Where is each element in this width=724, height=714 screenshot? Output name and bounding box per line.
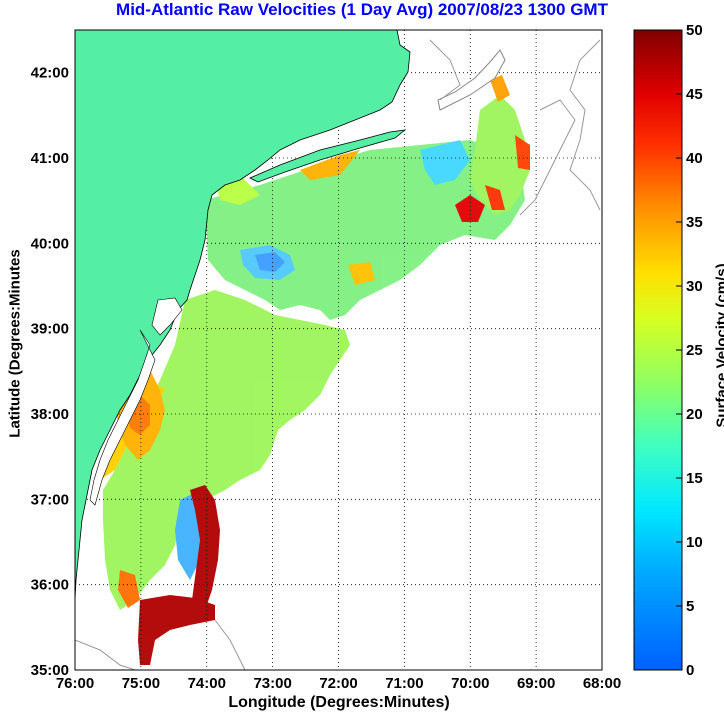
colorbar-tick-label: 20 — [686, 406, 703, 423]
cape-cod — [437, 49, 506, 111]
y-tick-label: 36:00 — [31, 577, 69, 594]
x-tick-label: 70:00 — [451, 675, 489, 692]
colorbar-tick-label: 30 — [686, 278, 703, 295]
y-tick-label: 41:00 — [31, 150, 69, 167]
land-mass — [75, 30, 411, 601]
colorbar-tick-label: 10 — [686, 534, 703, 551]
x-axis-label: Longitude (Degrees:Minutes) — [228, 694, 450, 711]
map-frame — [74, 29, 603, 671]
colorbar-tick-label: 0 — [686, 662, 694, 679]
x-tick-label: 74:00 — [188, 675, 226, 692]
x-tick-label: 72:00 — [319, 675, 357, 692]
y-tick-label: 39:00 — [31, 321, 69, 338]
colorbar-tick-label: 25 — [686, 342, 703, 359]
colorbar-tick-label: 15 — [686, 470, 703, 487]
x-tick-label: 71:00 — [385, 675, 423, 692]
y-tick-label: 38:00 — [31, 406, 69, 423]
colorbar-tick-label: 50 — [686, 22, 703, 39]
x-tick-label: 76:00 — [56, 675, 94, 692]
colorbar-tick-label: 5 — [686, 598, 694, 615]
delaware-bay — [151, 297, 183, 336]
velocity-field — [100, 75, 530, 665]
x-tick-label: 68:00 — [583, 675, 621, 692]
chesapeake-bay — [89, 329, 156, 506]
x-tick-label: 75:00 — [122, 675, 160, 692]
x-tick-label: 73:00 — [253, 675, 291, 692]
colorbar-ticks: 0 5 10 15 20 25 30 35 40 45 50 — [676, 22, 703, 679]
x-ticks: 76:00 75:00 74:00 73:00 72:00 71:00 70:00 69:00… — [56, 675, 621, 692]
x-tick-label: 69:00 — [517, 675, 555, 692]
colorbar — [633, 29, 683, 671]
colorbar-tick-label: 45 — [686, 86, 703, 103]
bathymetry-contours — [75, 39, 601, 670]
y-tick-label: 42:00 — [31, 65, 69, 82]
y-ticks: 42:00 41:00 40:00 39:00 38:00 37:00 36:00 35:00 — [31, 65, 69, 679]
long-island — [249, 129, 407, 183]
colorbar-tick-label: 40 — [686, 150, 703, 167]
y-tick-label: 37:00 — [31, 491, 69, 508]
colorbar-tick-label: 35 — [686, 214, 703, 231]
y-tick-label: 40:00 — [31, 235, 69, 252]
chart-title: Mid-Atlantic Raw Velocities (1 Day Avg) … — [116, 0, 608, 19]
y-tick-label: 35:00 — [31, 662, 69, 679]
